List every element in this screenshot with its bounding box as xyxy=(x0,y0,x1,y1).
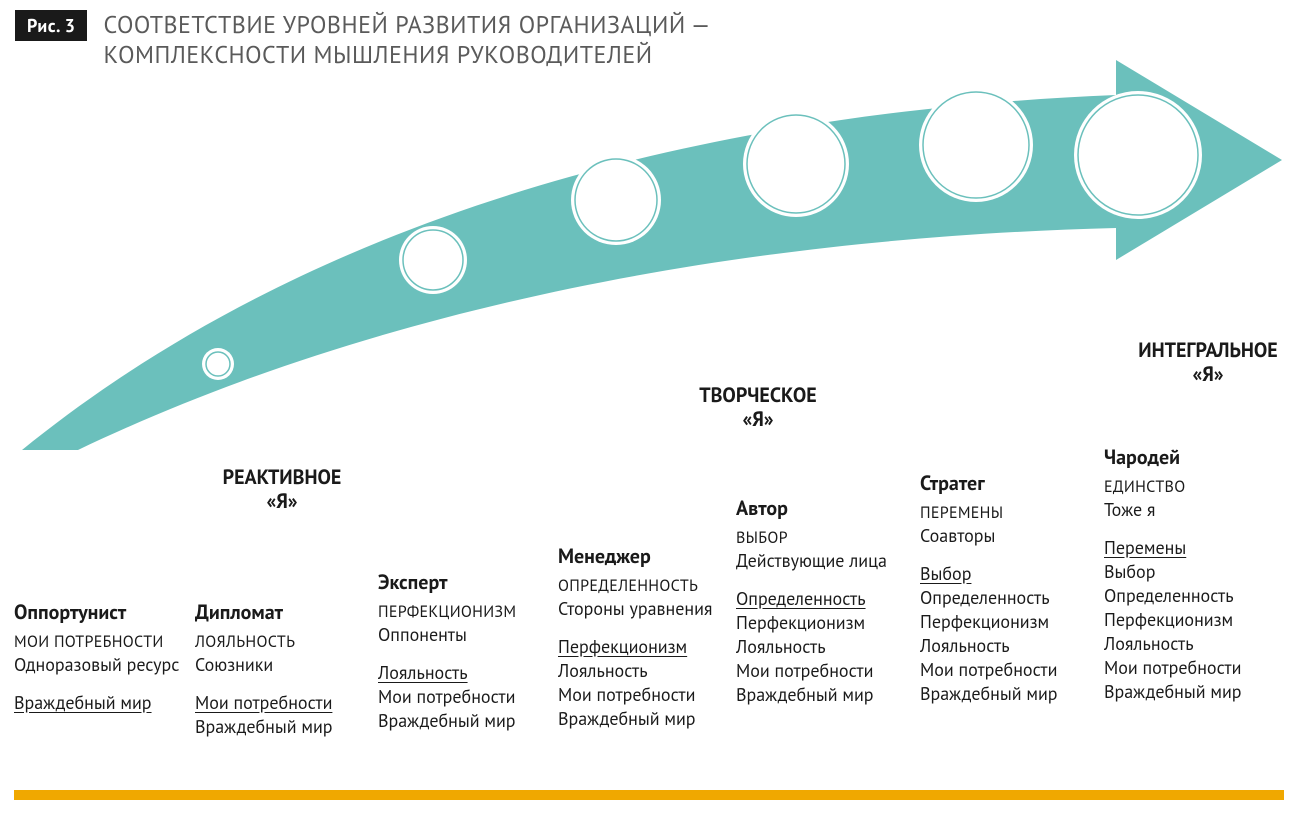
stack-item: Враждебный мир xyxy=(558,707,734,731)
stack-item: Враждебный мир xyxy=(920,682,1096,706)
stack-item: Лояльность xyxy=(736,635,912,659)
role-subject: Оппоненты xyxy=(378,623,554,647)
role-keyword: МОИ ПОТРЕБНОСТИ xyxy=(14,631,190,653)
stack-item: Мои потребности xyxy=(736,659,912,683)
stage-column: Автор ВЫБОРДействующие лица Определенность… xyxy=(736,495,912,707)
role-title: Автор xyxy=(736,495,912,521)
role-subject: Тоже я xyxy=(1104,498,1280,522)
stack-item: Мои потребности xyxy=(558,683,734,707)
role-subject: Стороны уравнения xyxy=(558,597,734,621)
stack-item: Лояльность xyxy=(378,661,554,685)
stage-column: Оппортунист МОИ ПОТРЕБНОСТИОдноразовый ре… xyxy=(14,599,190,715)
role-keyword: ЛОЯЛЬНОСТЬ xyxy=(195,631,371,653)
role-subject: Одноразовый ресурс xyxy=(14,653,190,677)
stack-item: Лояльность xyxy=(1104,632,1280,656)
role-title: Менеджер xyxy=(558,543,734,569)
accent-bar xyxy=(14,790,1284,800)
role-keyword: ПЕРЕМЕНЫ xyxy=(920,502,1096,524)
stack-item: Определенность xyxy=(920,586,1096,610)
stack-item: Перемены xyxy=(1104,536,1280,560)
stack-item: Перфекционизм xyxy=(558,635,734,659)
role-title: Чародей xyxy=(1104,444,1280,470)
role-title: Эксперт xyxy=(378,569,554,595)
stage-columns: Оппортунист МОИ ПОТРЕБНОСТИОдноразовый ре… xyxy=(0,0,1296,818)
role-keyword: ОПРЕДЕЛЕННОСТЬ xyxy=(558,575,734,597)
role-subject: Союзники xyxy=(195,653,371,677)
stage-column: Менеджер ОПРЕДЕЛЕННОСТЬСтороны уравнения П… xyxy=(558,543,734,731)
stack-item: Выбор xyxy=(920,562,1096,586)
role-subject: Соавторы xyxy=(920,524,1096,548)
stack-item: Перфекционизм xyxy=(736,611,912,635)
stage-column: Эксперт ПЕРФЕКЦИОНИЗМОппоненты ЛояльностьМ… xyxy=(378,569,554,733)
stack-item: Перфекционизм xyxy=(920,610,1096,634)
role-title: Стратег xyxy=(920,470,1096,496)
stack-item: Враждебный мир xyxy=(736,683,912,707)
role-keyword: ВЫБОР xyxy=(736,527,912,549)
stack-item: Враждебный мир xyxy=(1104,680,1280,704)
role-keyword: ПЕРФЕКЦИОНИЗМ xyxy=(378,601,554,623)
role-title: Дипломат xyxy=(195,599,371,625)
stack-item: Мои потребности xyxy=(1104,656,1280,680)
stack-item: Определенность xyxy=(736,587,912,611)
stack-item: Выбор xyxy=(1104,560,1280,584)
stack-item: Враждебный мир xyxy=(378,709,554,733)
stack-item: Мои потребности xyxy=(195,691,371,715)
role-keyword: ЕДИНСТВО xyxy=(1104,476,1280,498)
stack-item: Мои потребности xyxy=(378,685,554,709)
stage-column: Чародей ЕДИНСТВОТоже я ПеременыВыборОпреде… xyxy=(1104,444,1280,704)
stack-item: Лояльность xyxy=(920,634,1096,658)
stack-item: Определенность xyxy=(1104,584,1280,608)
stack-item: Мои потребности xyxy=(920,658,1096,682)
stage-column: Дипломат ЛОЯЛЬНОСТЬСоюзники Мои потребност… xyxy=(195,599,371,739)
stack-item: Перфекционизм xyxy=(1104,608,1280,632)
stack-item: Враждебный мир xyxy=(14,691,190,715)
stage-column: Стратег ПЕРЕМЕНЫСоавторы ВыборОпределеннос… xyxy=(920,470,1096,706)
stack-item: Лояльность xyxy=(558,659,734,683)
role-subject: Действующие лица xyxy=(736,549,912,573)
stack-item: Враждебный мир xyxy=(195,715,371,739)
role-title: Оппортунист xyxy=(14,599,190,625)
